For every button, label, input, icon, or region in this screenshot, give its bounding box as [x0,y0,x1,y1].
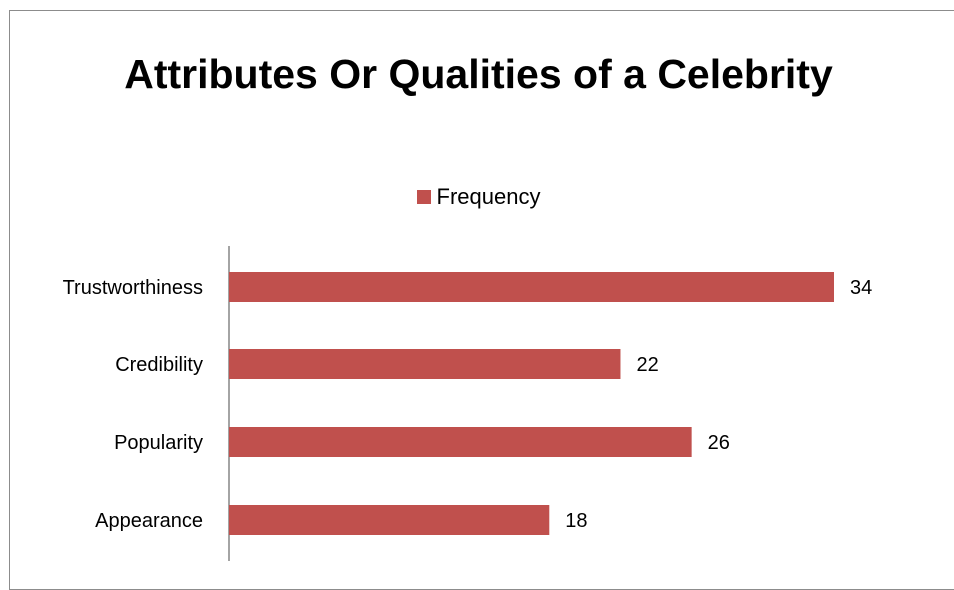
category-label-credibility: Credibility [115,354,203,376]
category-label-popularity: Popularity [114,432,203,454]
category-label-trustworthiness: Trustworthiness [63,277,203,299]
bar-trustworthiness [229,272,834,302]
category-label-appearance: Appearance [95,510,203,532]
data-label-credibility: 22 [636,354,658,376]
legend-swatch [416,190,431,204]
bar-chart-plot: Trustworthiness 34 Credibility 22 Popularity… [63,246,872,561]
data-label-trustworthiness: 34 [850,277,872,299]
chart-title: Attributes Or Qualities of a Celebrity [124,51,833,97]
data-label-popularity: 26 [708,432,730,454]
legend-label: Frequency [436,184,541,209]
legend: Frequency [10,184,947,210]
bar-popularity [229,427,692,457]
bar-appearance [229,505,550,535]
data-label-appearance: 18 [565,510,587,532]
bar-credibility [229,349,621,379]
